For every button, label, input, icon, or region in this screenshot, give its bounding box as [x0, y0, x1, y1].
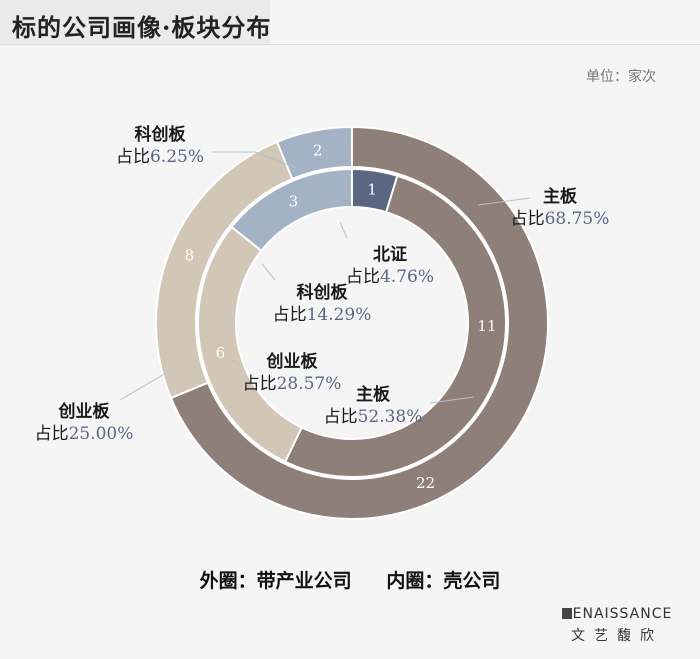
brand-en-text: ENAISSANCE: [572, 606, 673, 622]
slice-value-label: 8: [185, 247, 195, 265]
outer-slice: [169, 125, 549, 520]
title-bar: [0, 0, 270, 44]
leader-line: [119, 372, 167, 401]
inner-slice: [230, 167, 353, 253]
leader-line: [339, 221, 348, 239]
slice-pct-label: 占比4.76%: [346, 267, 434, 287]
leader-lines: [119, 151, 531, 404]
slice-name-label: 主板: [543, 186, 578, 207]
slice-name-label: 北证: [373, 245, 407, 265]
slice-pct-label: 占比14.29%: [273, 305, 372, 325]
slice-pct-label: 占比6.25%: [116, 147, 204, 167]
slice-name-label: 创业板: [58, 401, 111, 422]
slice-pct-label: 占比68.75%: [511, 209, 610, 229]
outer-ring: 22 8 2: [155, 125, 549, 520]
inner-ring-caption: 内圈：壳公司: [386, 570, 501, 592]
inner-slice: [283, 174, 507, 478]
slice-value-label: 2: [313, 141, 323, 159]
slice-labels: 主板占比68.75%创业板占比25.00%科创板占比6.25%北证占比4.76%…: [35, 124, 610, 444]
slice-name-label: 主板: [356, 384, 391, 405]
outer-ring-caption: 外圈：带产业公司: [199, 570, 352, 592]
brand-r-icon: [561, 608, 572, 619]
brand-logo: ENAISSANCE 文艺馥欣: [552, 606, 682, 645]
slice-pct-label: 占比25.00%: [35, 424, 134, 444]
leader-line: [231, 359, 241, 366]
unit-label: 单位：家次: [586, 69, 656, 85]
slice-pct-label: 占比28.57%: [243, 374, 342, 394]
slice-value-label: 3: [289, 192, 299, 210]
title-divider: [0, 44, 700, 45]
leader-line: [212, 151, 297, 169]
outer-slice: [275, 125, 353, 181]
slice-name-label: 创业板: [266, 351, 319, 372]
leader-line: [429, 396, 475, 404]
slice-value-label: 6: [216, 344, 226, 362]
slice-value-label: 11: [477, 317, 496, 335]
leader-line: [477, 197, 531, 206]
slice-name-label: 科创板: [135, 124, 187, 145]
slice-value-label: 1: [367, 181, 377, 199]
brand-cn: 文艺馥欣: [571, 628, 663, 644]
brand-en: ENAISSANCE: [552, 606, 682, 622]
leader-line: [261, 263, 276, 281]
slice-value-label: 22: [416, 474, 435, 492]
chart-footer: 外圈：带产业公司 内圈：壳公司: [0, 566, 700, 593]
page-title: 标的公司画像·板块分布: [12, 13, 272, 42]
slice-pct-label: 占比52.38%: [324, 407, 423, 427]
slice-name-label: 科创板: [297, 282, 349, 303]
